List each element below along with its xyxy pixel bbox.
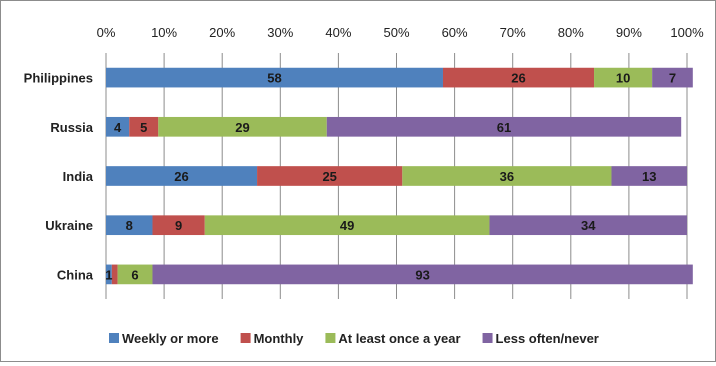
x-tick-label: 100%: [670, 25, 704, 40]
x-tick-label: 20%: [209, 25, 235, 40]
data-label: 4: [114, 120, 122, 135]
bar-segment: [111, 264, 118, 285]
data-label: 29: [235, 120, 249, 135]
x-tick-label: 90%: [616, 25, 642, 40]
x-tick-label: 70%: [500, 25, 526, 40]
x-tick-label: 40%: [325, 25, 351, 40]
legend: Weekly or more Monthly At least once a yea…: [109, 331, 599, 346]
data-label: 10: [616, 71, 630, 86]
y-axis-categories: Philippines Russia India Ukraine China: [24, 71, 94, 283]
bar-segment: [106, 67, 443, 88]
legend-swatch: [482, 333, 493, 343]
bar-segment: [152, 264, 693, 285]
x-tick-label: 50%: [383, 25, 409, 40]
data-label: 25: [322, 169, 336, 184]
legend-label: Less often/never: [496, 331, 599, 346]
data-label: 26: [511, 71, 525, 86]
data-label: 34: [581, 218, 596, 233]
bar-segment: [442, 67, 595, 88]
category-label: Ukraine: [45, 218, 93, 233]
legend-swatch: [240, 333, 251, 343]
data-label: 93: [415, 267, 429, 282]
bars: [106, 67, 693, 285]
bar-segment: [489, 215, 687, 236]
category-label: China: [57, 267, 94, 282]
x-axis-ticks: 0% 10% 20% 30% 40% 50% 60% 70% 80% 90% 100%: [97, 25, 704, 40]
data-label: 6: [131, 267, 138, 282]
data-label: 1: [105, 267, 112, 282]
bar-segment: [129, 116, 159, 137]
data-label: 8: [126, 218, 133, 233]
category-label: Philippines: [24, 71, 93, 86]
bar-segment: [106, 116, 130, 137]
bar-segment: [611, 166, 687, 186]
data-label: 13: [642, 169, 656, 184]
data-labels: 58 26 10 7 4 5 29 61 26 25 36 13 8 9 49 34 1 6 93: [105, 71, 676, 283]
bar-segment: [652, 67, 693, 88]
bar-segment: [106, 166, 258, 186]
legend-label: Weekly or more: [122, 331, 219, 346]
bar-segment: [158, 116, 327, 137]
x-tick-label: 80%: [558, 25, 584, 40]
legend-swatch: [325, 333, 336, 343]
bar-segment: [594, 67, 653, 88]
data-label: 9: [175, 218, 182, 233]
bar-segment: [402, 166, 612, 186]
legend-label: Monthly: [254, 331, 305, 346]
bar-segment: [204, 215, 490, 236]
data-label: 58: [267, 71, 281, 86]
x-tick-label: 0%: [97, 25, 116, 40]
x-tick-label: 30%: [267, 25, 293, 40]
data-label: 7: [669, 71, 676, 86]
x-tick-label: 60%: [442, 25, 468, 40]
data-label: 61: [497, 120, 511, 135]
x-tick-label: 10%: [151, 25, 177, 40]
data-label: 5: [140, 120, 147, 135]
category-label: Russia: [50, 120, 93, 135]
bar-segment: [117, 264, 153, 285]
bar-segment: [106, 215, 153, 236]
bar-segment: [257, 166, 403, 186]
data-label: 36: [500, 169, 514, 184]
bar-segment: [106, 264, 112, 285]
category-label: India: [63, 169, 94, 184]
legend-swatch: [109, 333, 119, 343]
bar-segment: [326, 116, 682, 137]
data-label: 49: [340, 218, 354, 233]
legend-label: At least once a year: [338, 331, 460, 346]
data-label: 26: [174, 169, 188, 184]
bar-segment: [152, 215, 205, 236]
